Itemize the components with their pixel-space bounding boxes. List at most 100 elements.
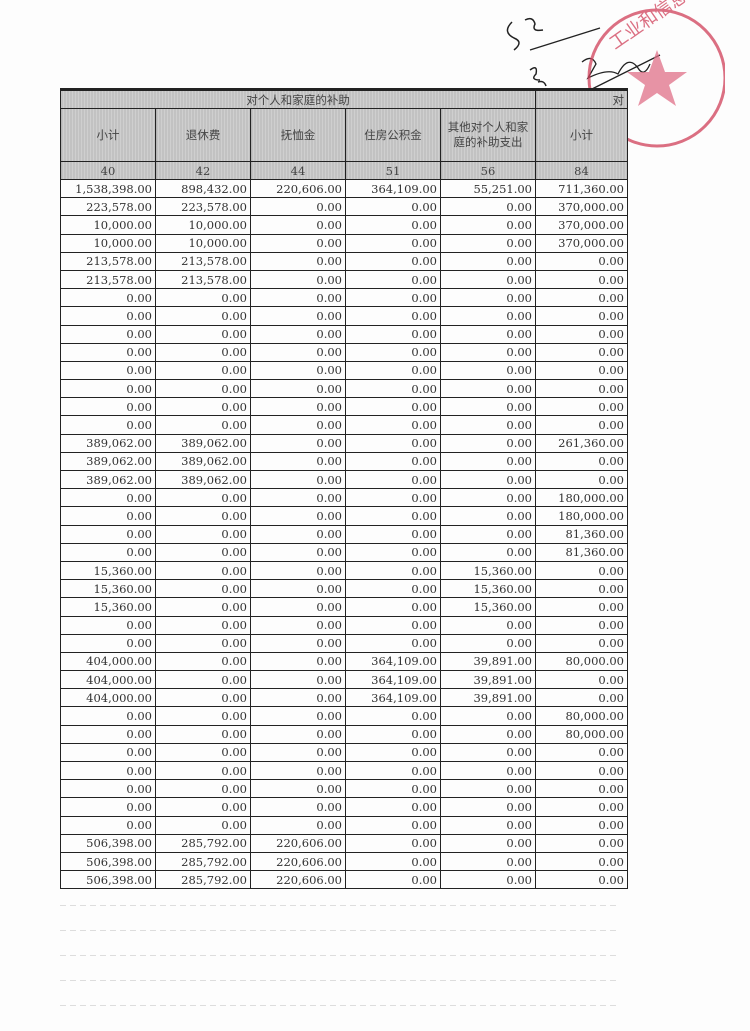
table-cell: 1,538,398.00 (60, 178, 156, 199)
table-cell: 0.00 (250, 379, 346, 399)
table-row: 506,398.00 285,792.00 220,606.00 0.00 0.00 0.… (60, 833, 628, 853)
table-cell: 0.00 (60, 724, 156, 744)
table-cell: 285,792.00 (155, 851, 251, 872)
table-cell: 370,000.00 (535, 197, 628, 217)
column-header: 退休费 (155, 108, 251, 162)
table-cell: 0.00 (60, 488, 156, 508)
handwritten-signature (506, 17, 661, 126)
table-cell: 0.00 (440, 851, 536, 872)
table-cell: 0.00 (250, 360, 346, 381)
table-cell: 0.00 (155, 688, 251, 708)
table-cell: 0.00 (345, 560, 441, 581)
table-cell: 0.00 (535, 269, 628, 290)
table-cell: 0.00 (60, 415, 156, 435)
table-cell: 0.00 (440, 433, 536, 453)
table-cell: 0.00 (535, 579, 628, 599)
table-cell: 0.00 (345, 633, 441, 653)
table-cell: 0.00 (345, 197, 441, 217)
table-cell: 389,062.00 (60, 469, 156, 490)
table-cell: 364,109.00 (345, 651, 441, 672)
table-cell: 0.00 (440, 488, 536, 508)
table-row: 0.00 0.00 0.00 0.00 0.00 0.00 (60, 797, 628, 817)
table-cell: 0.00 (440, 706, 536, 726)
table-cell: 0.00 (535, 306, 628, 326)
table-cell: 0.00 (250, 742, 346, 763)
table-cell: 0.00 (60, 379, 156, 399)
table-cell: 10,000.00 (60, 233, 156, 253)
faint-bleedthrough-line (60, 905, 620, 906)
table-cell: 0.00 (155, 360, 251, 381)
table-cell: 0.00 (440, 615, 536, 635)
table-cell: 0.00 (535, 560, 628, 581)
table-cell: 0.00 (535, 469, 628, 490)
table-cell: 0.00 (440, 324, 536, 344)
table-cell: 180,000.00 (535, 506, 628, 526)
table-cell: 0.00 (345, 579, 441, 599)
table-cell: 0.00 (250, 288, 346, 308)
table-cell: 0.00 (440, 542, 536, 562)
table-cell: 223,578.00 (155, 197, 251, 217)
table-cell: 0.00 (250, 324, 346, 344)
column-code: 56 (440, 161, 536, 180)
table-cell: 15,360.00 (440, 579, 536, 599)
table-cell: 0.00 (440, 524, 536, 544)
column-header: 小计 (60, 108, 156, 162)
table-cell: 0.00 (60, 706, 156, 726)
table-row: 213,578.00 213,578.00 0.00 0.00 0.00 0.00 (60, 251, 628, 271)
table-cell: 0.00 (155, 797, 251, 817)
table-row: 15,360.00 0.00 0.00 0.00 15,360.00 0.00 (60, 597, 628, 617)
table-cell: 364,109.00 (345, 688, 441, 708)
table-cell: 0.00 (440, 633, 536, 653)
table-row: 0.00 0.00 0.00 0.00 0.00 0.00 (60, 415, 628, 435)
table-cell: 0.00 (60, 615, 156, 635)
table-cell: 15,360.00 (60, 597, 156, 617)
table-cell: 0.00 (155, 560, 251, 581)
table-cell: 898,432.00 (155, 178, 251, 199)
table-cell: 0.00 (250, 269, 346, 290)
table-cell: 0.00 (440, 469, 536, 490)
table-cell: 0.00 (60, 506, 156, 526)
table-row: 506,398.00 285,792.00 220,606.00 0.00 0.00 0.… (60, 851, 628, 872)
table-cell: 0.00 (60, 760, 156, 781)
table-cell: 0.00 (535, 870, 628, 890)
table-cell: 0.00 (345, 397, 441, 417)
table-cell: 0.00 (250, 724, 346, 744)
table-cell: 0.00 (155, 651, 251, 672)
table-cell: 0.00 (345, 524, 441, 544)
table-cell: 0.00 (345, 215, 441, 235)
table-cell: 0.00 (155, 415, 251, 435)
table-cell: 0.00 (345, 251, 441, 271)
table-cell: 10,000.00 (155, 233, 251, 253)
table-cell: 39,891.00 (440, 651, 536, 672)
table-cell: 285,792.00 (155, 870, 251, 890)
table-cell: 213,578.00 (60, 251, 156, 271)
table-cell: 0.00 (60, 815, 156, 835)
faint-bleedthrough-line (60, 930, 620, 931)
table-cell: 0.00 (440, 360, 536, 381)
table-cell: 15,360.00 (440, 597, 536, 617)
table-cell: 0.00 (345, 288, 441, 308)
table-cell: 285,792.00 (155, 833, 251, 853)
table-cell: 0.00 (60, 306, 156, 326)
table-cell: 0.00 (535, 451, 628, 472)
table-cell: 0.00 (440, 870, 536, 890)
table-cell: 0.00 (60, 342, 156, 362)
table-cell: 0.00 (345, 342, 441, 362)
table-cell: 0.00 (250, 415, 346, 435)
table-cell: 0.00 (345, 469, 441, 490)
table-row: 404,000.00 0.00 0.00 364,109.00 39,891.00 0.0… (60, 688, 628, 708)
table-cell: 15,360.00 (60, 560, 156, 581)
table-cell: 0.00 (440, 724, 536, 744)
table-row: 0.00 0.00 0.00 0.00 0.00 0.00 (60, 342, 628, 362)
table-cell: 39,891.00 (440, 670, 536, 690)
column-header: 其他对个人和家庭的补助支出 (440, 108, 536, 162)
column-header: 抚恤金 (250, 108, 346, 162)
table-cell: 0.00 (250, 815, 346, 835)
table-cell: 220,606.00 (250, 870, 346, 890)
table-cell: 0.00 (250, 251, 346, 271)
table-cell: 0.00 (345, 724, 441, 744)
column-header: 小计 (535, 108, 628, 162)
table-cell: 223,578.00 (60, 197, 156, 217)
table-row: 0.00 0.00 0.00 0.00 0.00 80,000.00 (60, 706, 628, 726)
table-cell: 0.00 (440, 506, 536, 526)
